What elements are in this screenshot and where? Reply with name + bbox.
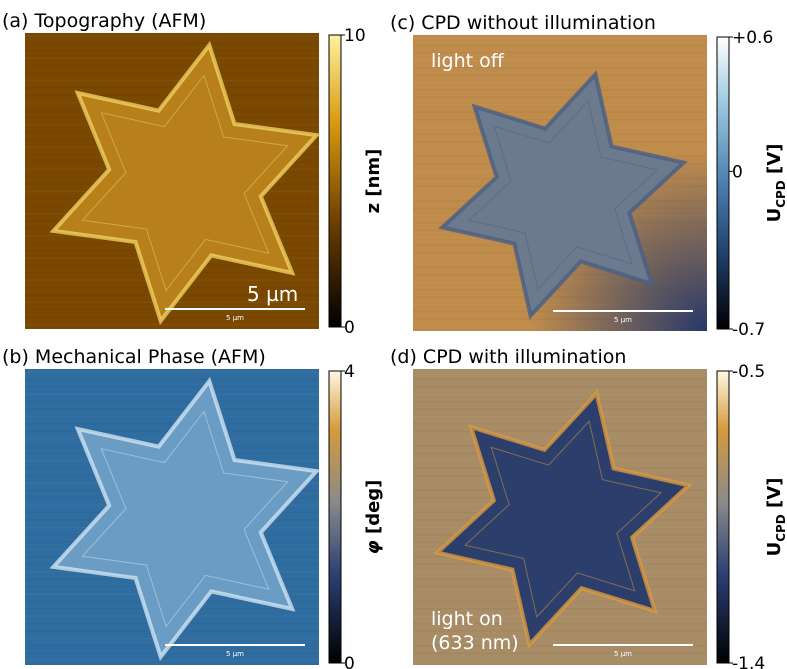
- label-symbol: U: [764, 208, 785, 223]
- colorbar-tick-label: -1.4: [732, 654, 765, 669]
- overlay-text: 5 µm: [247, 282, 298, 306]
- colorbar-tick-label: 0: [732, 162, 743, 182]
- panel-title: (b) Mechanical Phase (AFM): [2, 346, 266, 368]
- panel-title: (d) CPD with illumination: [390, 346, 626, 368]
- scalebar-label: 5 µm: [226, 650, 244, 658]
- colorbar-tick-label: +0.6: [732, 28, 773, 48]
- panel: (a) Topography (AFM) 5 µm5 µm 10 0 z [nm]: [2, 10, 384, 338]
- label-symbol: U: [764, 542, 785, 557]
- overlay-text: light off: [431, 50, 505, 72]
- colorbar-tick-label: 10: [344, 26, 366, 46]
- label-unit: [V]: [764, 478, 785, 515]
- scalebar-label: 5 µm: [614, 650, 632, 658]
- panel: (c) CPD without illumination 5 µm light of…: [390, 12, 787, 340]
- overlay-text: light on: [431, 608, 503, 630]
- label-subscript: CPD: [774, 180, 787, 208]
- colorbar: [329, 35, 341, 327]
- colorbar-label: z [nm]: [363, 149, 384, 214]
- panel: (b) Mechanical Phase (AFM) 5 µm 4 0 φ [deg]: [2, 346, 384, 669]
- scalebar-label: 5 µm: [226, 314, 244, 322]
- colorbar-tick-label: -0.5: [732, 362, 765, 382]
- panel-title: (a) Topography (AFM): [2, 10, 206, 32]
- colorbar: [717, 37, 729, 329]
- label-subscript: CPD: [774, 514, 787, 542]
- colorbar: [717, 371, 729, 663]
- colorbar-tick-label: -0.7: [732, 320, 765, 340]
- colorbar-tick-label: 0: [344, 318, 355, 338]
- colorbar-label: φ [deg]: [363, 480, 384, 555]
- overlay-text: (633 nm): [431, 632, 519, 654]
- label-symbol: φ: [363, 540, 384, 554]
- scalebar-label: 5 µm: [614, 316, 632, 324]
- colorbar-label: UCPD [V]: [764, 144, 787, 223]
- colorbar-tick-label: 0: [344, 654, 355, 669]
- label-unit: [V]: [764, 144, 785, 181]
- panel: (d) CPD with illumination 5 µm light on(63…: [390, 346, 787, 669]
- colorbar-tick-label: 4: [344, 362, 355, 382]
- label-unit: [deg]: [363, 480, 384, 541]
- colorbar: [329, 371, 341, 663]
- figure: (a) Topography (AFM)5 µm5 µm100z [nm](c)…: [0, 0, 787, 669]
- panel-title: (c) CPD without illumination: [390, 12, 656, 34]
- colorbar-label: UCPD [V]: [764, 478, 787, 557]
